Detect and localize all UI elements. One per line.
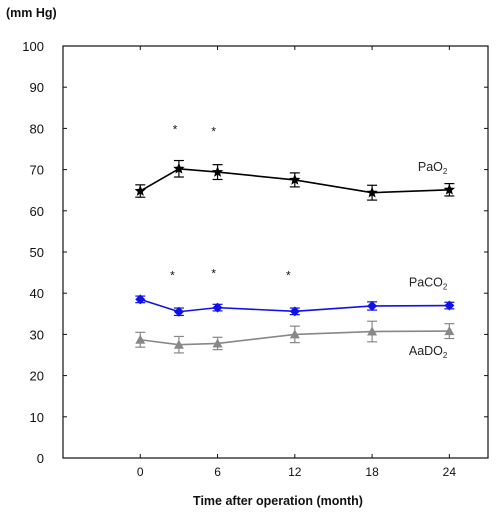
data-point-star (211, 166, 224, 177)
data-point-triangle (135, 334, 146, 344)
data-point-star (366, 186, 378, 198)
series-label-subscript: 2 (443, 283, 448, 292)
series-label-subscript: 2 (443, 167, 448, 176)
plot-frame (62, 45, 489, 459)
data-point-triangle (173, 339, 184, 349)
data-point-diamond (444, 300, 455, 311)
series-label: PaCO2 (409, 276, 448, 292)
data-point-triangle (444, 326, 455, 336)
significance-marker: * (173, 122, 178, 136)
series-line (140, 330, 450, 346)
data-point-triangle (212, 338, 223, 348)
y-tick-label: 50 (30, 245, 44, 260)
series-line (139, 167, 450, 194)
axes: 0 10 20 30 40 50 60 70 80 90 100 0 6 12 18 24 (22, 39, 489, 479)
series-line (140, 298, 450, 313)
y-axis-label: (mm Hg) (6, 6, 57, 20)
data-point-diamond (367, 300, 378, 311)
significance-marker: * (286, 269, 291, 283)
data-point-triangle (367, 326, 378, 336)
series-1: PaCO2 (135, 276, 455, 317)
data-point-triangle (289, 329, 300, 339)
series-2: AaDO2 (135, 320, 455, 360)
x-tick-label: 6 (214, 465, 221, 479)
y-tick-label: 20 (30, 369, 44, 384)
y-tick-label: 80 (30, 121, 44, 136)
significance-marker: * (211, 124, 216, 138)
y-tick-label: 40 (30, 286, 44, 301)
data-point-diamond (289, 306, 300, 317)
data-point-star (443, 183, 456, 195)
series-label-main: AaDO (409, 344, 443, 358)
y-tick-label: 90 (30, 80, 44, 95)
y-tick-label: 10 (30, 410, 44, 425)
x-tick-label: 24 (443, 465, 457, 479)
y-tick-label: 60 (30, 204, 44, 219)
series-label: PaO2 (418, 160, 448, 176)
data-point-star (134, 185, 146, 196)
x-axis-label: Time after operation (month) (193, 494, 363, 508)
data-point-diamond (135, 294, 146, 305)
series-0: PaO2 (134, 160, 456, 201)
series-label-main: PaCO (409, 276, 443, 290)
x-tick-label: 18 (365, 465, 379, 479)
x-tick-label: 12 (288, 465, 302, 479)
significance-marker: * (170, 269, 175, 283)
series-label-subscript: 2 (443, 351, 448, 360)
y-tick-label: 30 (30, 327, 44, 342)
series-label: AaDO2 (409, 344, 448, 360)
series-label-main: PaO (418, 160, 443, 174)
y-tick-label: 70 (30, 163, 44, 178)
data-point-diamond (173, 306, 184, 317)
data-point-diamond (212, 302, 223, 313)
y-tick-label: 0 (37, 451, 44, 466)
annotations: * * * * * (170, 122, 291, 282)
x-tick-label: 0 (137, 465, 144, 479)
data-point-star (173, 162, 185, 174)
significance-marker: * (211, 267, 216, 281)
y-tick-label: 100 (22, 39, 44, 54)
data-point-star (289, 173, 301, 185)
